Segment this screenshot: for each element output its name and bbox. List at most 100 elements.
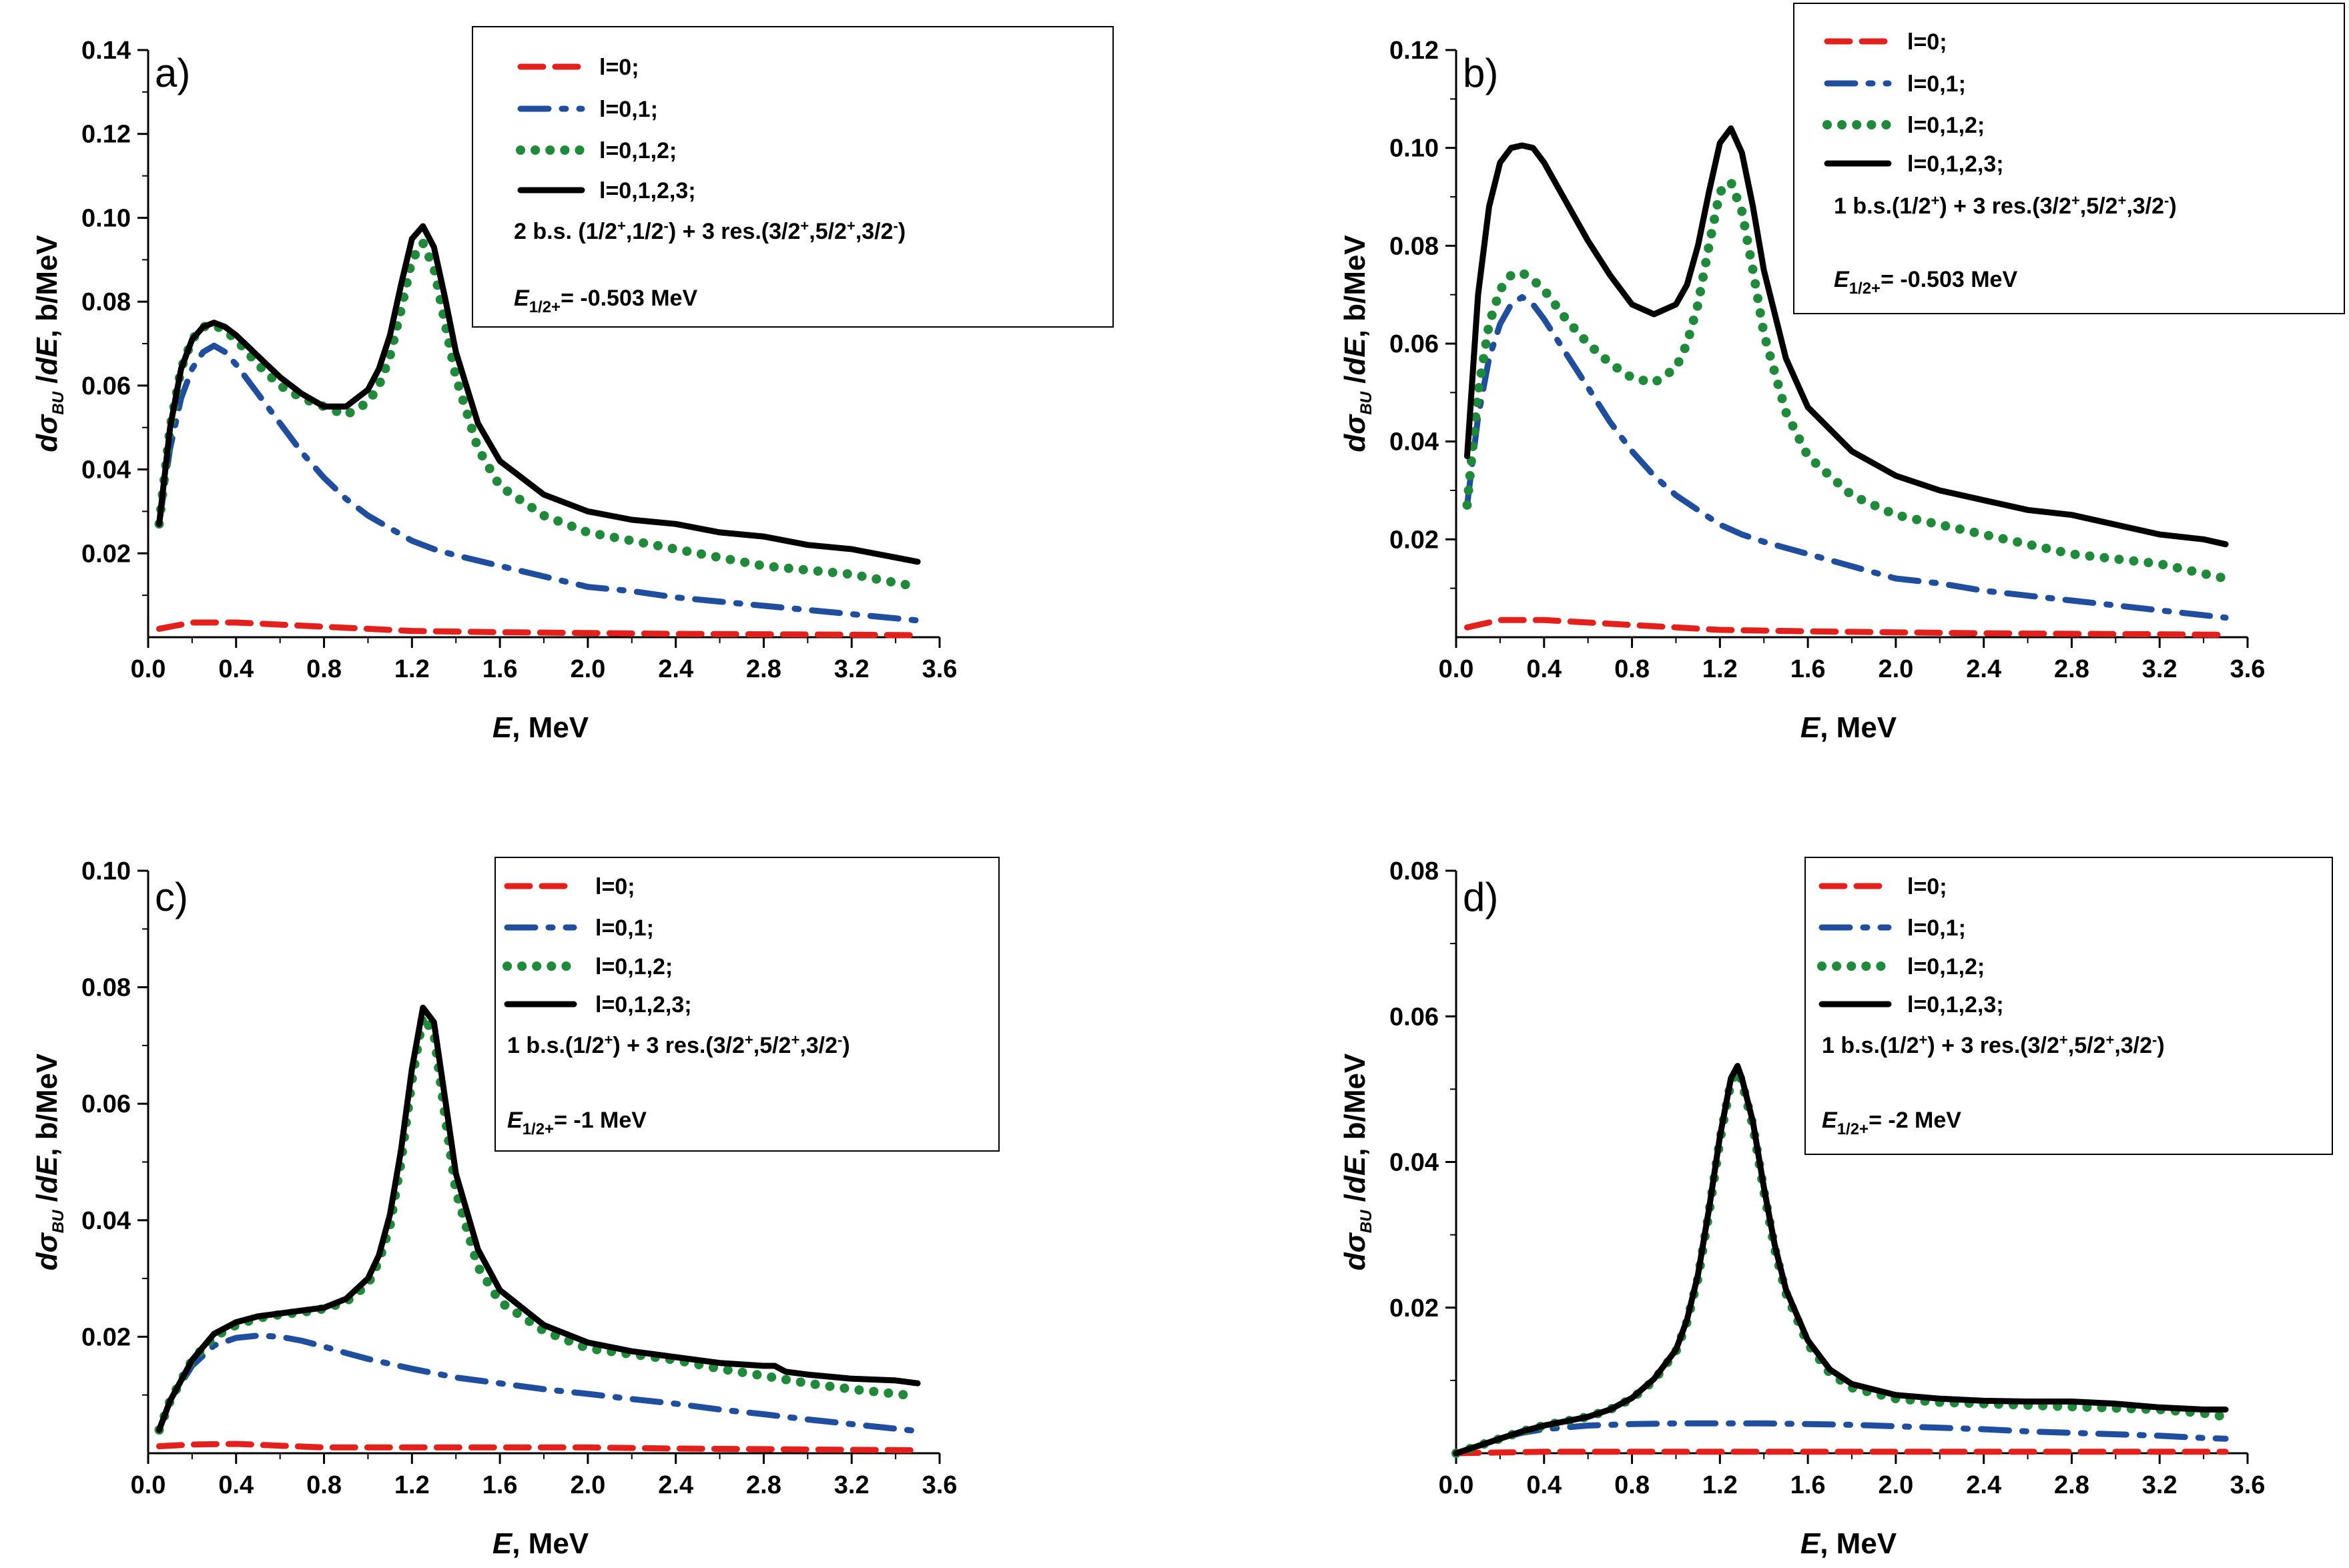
legend: l=0;l=0,1;l=0,1,2;l=0,1,2,3;2 b.s. (1/2+… — [472, 26, 1114, 328]
x-tick-label: 2.4 — [1966, 655, 2001, 683]
x-axis-label: E, MeV — [1800, 711, 1897, 744]
x-tick-label: 0.4 — [1526, 1471, 1562, 1499]
y-axis-label-slash: / — [1339, 376, 1371, 392]
chart-panel-1: 0.0 0.4 0.8 1.2 1.6 2.0 2.4 2.8 3.2 3.6 0.02 0.04 0.… — [31, 26, 1114, 744]
note-text: ) + 3 res.(3/2 — [1927, 1033, 2059, 1058]
legend-box — [472, 26, 1114, 328]
note-text: ) + 3 res.(3/2 — [1939, 193, 2071, 219]
legend-label-l0: l=0; — [1907, 29, 1947, 55]
y-axis-label-unit: , b/MeV — [31, 235, 63, 338]
legend-label-l0: l=0; — [595, 874, 635, 899]
x-tick-label: 2.0 — [1878, 655, 1913, 683]
x-axis-label: E, MeV — [492, 711, 589, 744]
x-tick-label: 1.2 — [394, 655, 430, 683]
y-axis-label-dsigma: dσ — [1339, 1232, 1371, 1270]
series-line-l0123 — [1453, 1063, 2229, 1457]
y-tick-label: 0.04 — [81, 1207, 131, 1235]
energy-value: = -0.503 MeV — [1881, 267, 2017, 292]
note-text: ,3/2 — [2126, 193, 2164, 219]
note-superscript: - — [2164, 192, 2169, 209]
y-axis-label-subscript: BU — [1357, 1210, 1375, 1233]
y-tick-label: 0.08 — [81, 288, 131, 316]
y-axis-label-unit: , b/MeV — [1339, 235, 1371, 338]
legend-energy-note: E1/2+= -0.503 MeV — [1834, 267, 2017, 298]
note-superscript: - — [837, 1032, 842, 1048]
energy-symbol: E — [1834, 267, 1850, 292]
panel-label: d) — [1463, 875, 1498, 919]
x-tick-label: 0.0 — [1439, 655, 1474, 683]
y-axis-label-slash: / — [1339, 1194, 1371, 1210]
y-axis-label-de: dE — [1339, 337, 1371, 376]
y-tick-label: 0.08 — [1389, 232, 1439, 260]
note-text: ,3/2 — [856, 219, 894, 244]
x-axis-label-symbol: E — [1800, 1527, 1821, 1560]
legend-label-l01: l=0,1; — [599, 97, 658, 122]
note-text: ) — [842, 1033, 850, 1058]
note-text: ) — [898, 219, 906, 244]
y-axis-label-dsigma: dσ — [31, 1232, 63, 1270]
legend-label-l0123: l=0,1,2,3; — [595, 992, 692, 1018]
series-line-l0123 — [1464, 125, 2229, 548]
y-tick-label: 0.12 — [81, 121, 131, 149]
energy-subscript: 1/2+ — [1837, 1120, 1869, 1138]
panel-label: b) — [1463, 51, 1498, 95]
note-superscript: + — [2071, 192, 2080, 209]
series-line-l0 — [156, 619, 921, 639]
legend-energy-note: E1/2+= -1 MeV — [507, 1108, 647, 1138]
legend: l=0;l=0,1;l=0,1,2;l=0,1,2,3;1 b.s.(1/2+)… — [1793, 3, 2345, 314]
legend-energy-note: E1/2+= -0.503 MeV — [514, 286, 697, 316]
y-axis-label-unit: , b/MeV — [1339, 1053, 1371, 1156]
note-text: ) — [2169, 193, 2176, 219]
y-tick-label: 0.10 — [81, 857, 131, 885]
energy-subscript: 1/2+ — [529, 298, 561, 316]
legend-label-l0: l=0; — [1907, 874, 1947, 899]
legend-label-l012: l=0,1,2; — [595, 954, 673, 979]
x-tick-label: 3.2 — [2142, 655, 2177, 683]
x-tick-label: 2.8 — [746, 655, 781, 683]
note-superscript: + — [745, 1032, 753, 1048]
y-tick-label: 0.02 — [1389, 1294, 1439, 1322]
y-axis-label: dσBU /dE, b/MeV — [31, 1053, 67, 1270]
y-tick-label: 0.06 — [1389, 330, 1439, 358]
note-text: ) + 3 res.(3/2 — [613, 1033, 745, 1058]
y-tick-label: 0.06 — [81, 1090, 131, 1118]
x-tick-label: 0.8 — [1614, 655, 1650, 683]
y-axis-label-dsigma: dσ — [1339, 414, 1371, 452]
x-tick-label: 2.8 — [746, 1471, 781, 1499]
x-axis-label-symbol: E — [492, 1527, 513, 1560]
x-tick-label: 3.2 — [834, 655, 870, 683]
y-axis-label-subscript: BU — [1357, 391, 1375, 414]
x-tick-label: 0.4 — [1526, 655, 1562, 683]
series-line-l0 — [1464, 617, 2229, 638]
x-tick-label: 1.2 — [1702, 1471, 1738, 1499]
note-text: ,5/2 — [809, 219, 847, 244]
legend-label-l012: l=0,1,2; — [1907, 954, 1985, 979]
note-superscript: + — [791, 1032, 799, 1048]
panel-label: c) — [155, 875, 188, 919]
note-text: ,5/2 — [2068, 1033, 2106, 1058]
series-line-l0 — [156, 1441, 921, 1454]
legend-label-l01: l=0,1; — [1907, 915, 1966, 941]
energy-value: = -0.503 MeV — [561, 286, 697, 311]
x-tick-label: 1.2 — [1702, 655, 1738, 683]
note-text: ,5/2 — [2080, 193, 2118, 219]
x-tick-label: 1.2 — [394, 1471, 430, 1499]
y-tick-label: 0.08 — [1389, 857, 1439, 885]
y-tick-label: 0.02 — [81, 540, 131, 568]
note-superscript: + — [2105, 1032, 2114, 1048]
x-tick-label: 2.4 — [658, 655, 693, 683]
x-tick-label: 1.6 — [482, 1471, 518, 1499]
series-line-l01 — [156, 342, 921, 624]
y-axis-label-dsigma: dσ — [31, 414, 63, 452]
y-tick-label: 0.10 — [1389, 135, 1439, 163]
note-superscript: - — [2152, 1032, 2157, 1048]
legend-box — [1793, 3, 2345, 314]
energy-symbol: E — [507, 1108, 523, 1133]
note-superscript: - — [894, 218, 898, 234]
x-tick-label: 0.0 — [131, 655, 166, 683]
x-tick-label: 0.4 — [218, 1471, 254, 1499]
note-text: 1 b.s.(1/2 — [507, 1033, 605, 1058]
x-tick-label: 2.0 — [570, 655, 605, 683]
series-line-l0123 — [156, 223, 921, 565]
